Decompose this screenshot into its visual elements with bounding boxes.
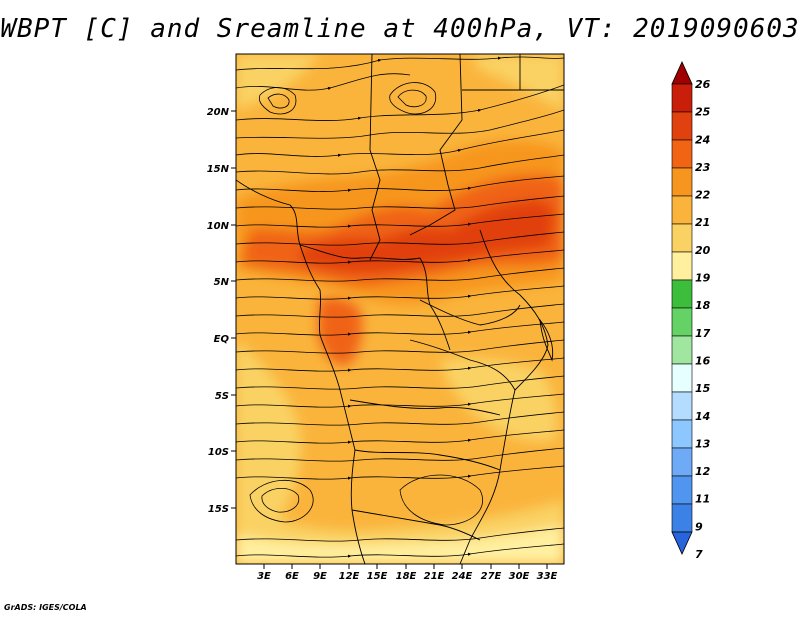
colorbar-swatch xyxy=(671,279,693,309)
colorbar-label: 16 xyxy=(695,354,711,367)
lon-label: 6E xyxy=(285,571,299,582)
colorbar-label: 9 xyxy=(695,520,703,533)
colorbar-swatch xyxy=(671,251,693,281)
colorbar-bottom-arrow xyxy=(671,531,693,555)
colorbar-swatch xyxy=(671,111,693,141)
colorbar-swatch xyxy=(671,139,693,169)
colorbar-label: 24 xyxy=(695,133,710,146)
lon-label: 15E xyxy=(367,571,388,582)
chart-title: WBPT [C] and Sreamline at 400hPa, VT: 20… xyxy=(0,14,800,44)
colorbar: 26 25 24 23 22 21 20 19 18 17 16 15 14 13 12 11 9 7 xyxy=(671,61,711,561)
lat-label: 15S xyxy=(208,504,229,515)
colorbar-swatch xyxy=(671,335,693,365)
lon-label: 27E xyxy=(481,571,502,582)
colorbar-label: 12 xyxy=(695,465,711,478)
colorbar-swatch xyxy=(671,167,693,197)
lat-label: 15N xyxy=(207,164,230,175)
lon-label: 30E xyxy=(509,571,530,582)
colorbar-label: 15 xyxy=(695,382,711,395)
lat-label: EQ xyxy=(214,334,230,345)
colorbar-swatch xyxy=(671,447,693,477)
lat-label: 20N xyxy=(207,107,230,118)
credit-text: GrADS: IGES/COLA xyxy=(4,603,87,612)
colorbar-label: 26 xyxy=(695,78,711,91)
colorbar-label: 22 xyxy=(695,189,711,202)
colorbar-swatch xyxy=(671,419,693,449)
colorbar-swatch xyxy=(671,195,693,225)
colorbar-label: 23 xyxy=(695,161,711,174)
lon-label: 18E xyxy=(396,571,417,582)
colorbar-swatch xyxy=(671,391,693,421)
borders xyxy=(236,54,564,564)
lon-label: 24E xyxy=(452,571,473,582)
colorbar-swatch xyxy=(671,503,693,533)
colorbar-label: 14 xyxy=(695,410,710,423)
lon-label: 21E xyxy=(424,571,445,582)
lon-label: 33E xyxy=(537,571,558,582)
lon-label: 3E xyxy=(257,571,271,582)
colorbar-swatch xyxy=(671,83,693,113)
colorbar-label: 18 xyxy=(695,299,711,312)
colorbar-swatch xyxy=(671,475,693,505)
colorbar-swatch xyxy=(671,363,693,393)
colorbar-label: 19 xyxy=(695,272,711,285)
lon-axis: 3E 6E 9E 12E 15E 18E 21E 24E 27E 30E 33E xyxy=(257,564,558,582)
colorbar-label: 17 xyxy=(695,327,711,340)
lon-label: 9E xyxy=(313,571,327,582)
colorbar-label: 25 xyxy=(695,106,711,119)
lon-label: 12E xyxy=(339,571,360,582)
lat-label: 5S xyxy=(215,391,229,402)
colorbar-swatch xyxy=(671,307,693,337)
lat-label: 5N xyxy=(214,277,230,288)
colorbar-label: 20 xyxy=(695,244,711,257)
colorbar-label: 13 xyxy=(695,437,711,450)
map-area xyxy=(236,54,564,564)
colorbar-label: 7 xyxy=(695,548,703,561)
colorbar-swatch xyxy=(671,223,693,253)
lat-label: 10S xyxy=(208,447,229,458)
wbpt-shading xyxy=(236,54,564,564)
lat-label: 10N xyxy=(207,221,230,232)
map-frame xyxy=(235,53,565,565)
lat-axis: 20N 15N 10N 5N EQ 5S 10S 15S xyxy=(207,107,236,515)
colorbar-label: 21 xyxy=(695,216,710,229)
colorbar-top-arrow xyxy=(671,61,693,85)
colorbar-label: 11 xyxy=(695,493,710,506)
